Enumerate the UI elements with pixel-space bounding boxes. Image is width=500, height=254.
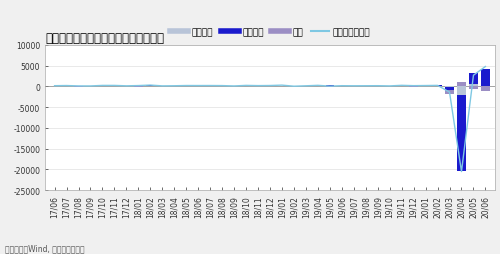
Bar: [446, 90, 454, 94]
Bar: [398, 86, 406, 87]
Bar: [242, 86, 250, 87]
Bar: [470, 87, 478, 89]
Bar: [434, 86, 442, 87]
Bar: [314, 86, 322, 87]
Bar: [338, 86, 346, 87]
Bar: [170, 86, 178, 87]
Bar: [470, 84, 478, 87]
Bar: [98, 86, 106, 87]
Bar: [62, 86, 70, 87]
Bar: [481, 70, 490, 87]
Bar: [74, 86, 82, 87]
Bar: [230, 86, 238, 87]
Bar: [50, 86, 59, 87]
Bar: [182, 86, 190, 87]
Bar: [122, 86, 130, 87]
Bar: [410, 86, 418, 87]
Bar: [218, 86, 226, 87]
Bar: [134, 86, 142, 87]
Bar: [458, 83, 466, 87]
Bar: [458, 96, 466, 172]
Legend: 商品生产, 服务生产, 政府, 非农新增总人数: 商品生产, 服务生产, 政府, 非农新增总人数: [166, 24, 374, 40]
Bar: [422, 86, 430, 87]
Bar: [278, 86, 286, 87]
Bar: [194, 86, 202, 87]
Bar: [254, 86, 262, 87]
Bar: [458, 87, 466, 96]
Bar: [350, 86, 358, 87]
Bar: [146, 86, 154, 87]
Bar: [326, 86, 334, 87]
Bar: [374, 86, 382, 87]
Bar: [266, 86, 274, 87]
Bar: [290, 86, 298, 87]
Text: 美国新增非农就业人数及分项（千人）: 美国新增非农就业人数及分项（千人）: [45, 31, 164, 44]
Bar: [446, 88, 454, 90]
Bar: [386, 86, 394, 87]
Text: 资料来源：Wind, 海通证券研究所: 资料来源：Wind, 海通证券研究所: [5, 244, 84, 253]
Bar: [110, 86, 118, 87]
Bar: [446, 87, 454, 88]
Bar: [362, 86, 370, 87]
Bar: [470, 74, 478, 84]
Bar: [481, 87, 490, 91]
Bar: [206, 86, 214, 87]
